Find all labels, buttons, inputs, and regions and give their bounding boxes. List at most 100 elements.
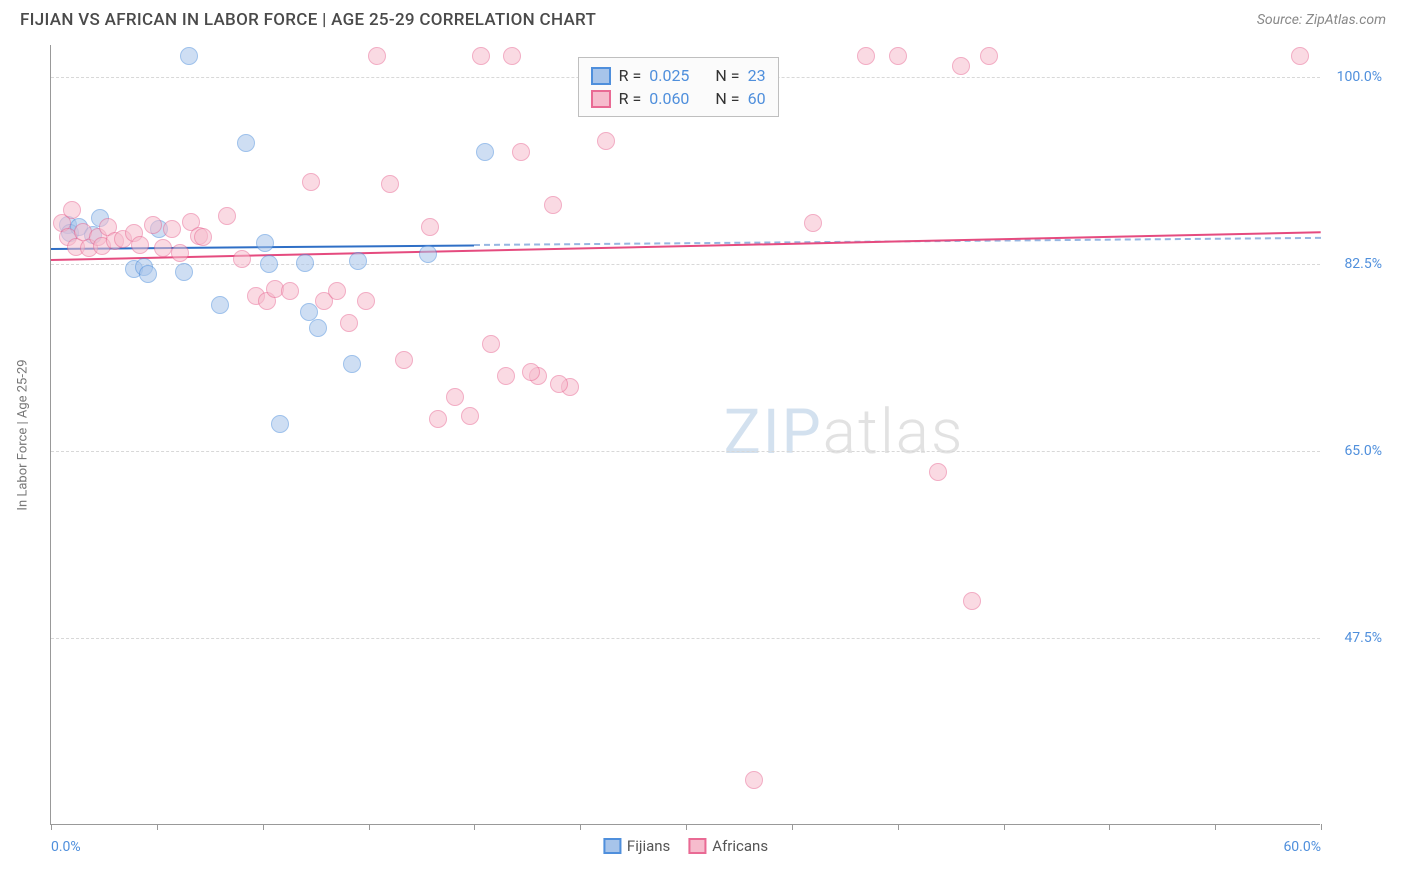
data-point <box>952 57 970 75</box>
series-legend: Fijians Africans <box>603 837 768 855</box>
x-tick <box>580 824 581 830</box>
data-point <box>260 255 278 273</box>
legend-r-value: 0.060 <box>649 89 689 108</box>
legend-r-label: R = <box>619 89 642 108</box>
data-point <box>233 250 251 268</box>
x-tick <box>792 824 793 830</box>
data-point <box>218 207 236 225</box>
data-point <box>745 771 763 789</box>
data-point <box>381 175 399 193</box>
data-point <box>889 47 907 65</box>
data-point <box>368 47 386 65</box>
data-point <box>804 214 822 232</box>
data-point <box>211 296 229 314</box>
data-point <box>281 282 299 300</box>
data-point <box>163 220 181 238</box>
data-point <box>980 47 998 65</box>
data-point <box>194 228 212 246</box>
data-point <box>340 314 358 332</box>
legend-swatch <box>591 90 611 108</box>
legend-swatch <box>603 838 621 854</box>
data-point <box>503 47 521 65</box>
y-tick-label: 65.0% <box>1344 443 1382 459</box>
legend-r-label: R = <box>619 66 642 85</box>
y-axis-label: In Labor Force | Age 25-29 <box>16 359 31 510</box>
data-point <box>256 234 274 252</box>
y-tick-label: 47.5% <box>1344 630 1382 646</box>
data-point <box>343 355 361 373</box>
data-point <box>963 592 981 610</box>
legend-swatch <box>688 838 706 854</box>
chart-container: In Labor Force | Age 25-29 ZIPatlas 47.5… <box>50 45 1386 825</box>
data-point <box>131 236 149 254</box>
grid-line <box>51 638 1320 639</box>
legend-swatch <box>591 67 611 85</box>
x-tick <box>369 824 370 830</box>
data-point <box>175 263 193 281</box>
data-point <box>429 410 447 428</box>
x-tick <box>1215 824 1216 830</box>
y-tick-label: 100.0% <box>1337 69 1382 85</box>
x-tick <box>51 824 52 830</box>
data-point <box>497 367 515 385</box>
x-tick <box>263 824 264 830</box>
data-point <box>482 335 500 353</box>
data-point <box>309 319 327 337</box>
source-label: Source: ZipAtlas.com <box>1257 12 1386 28</box>
data-point <box>476 143 494 161</box>
data-point <box>1291 47 1309 65</box>
legend-item: Africans <box>688 837 768 855</box>
legend-r-value: 0.025 <box>649 66 689 85</box>
data-point <box>544 196 562 214</box>
x-tick <box>898 824 899 830</box>
x-tick <box>1321 824 1322 830</box>
data-point <box>461 407 479 425</box>
legend-n-value: 60 <box>748 89 766 108</box>
data-point <box>63 201 81 219</box>
legend-label: Africans <box>712 837 768 855</box>
data-point <box>349 252 367 270</box>
data-point <box>154 239 172 257</box>
legend-n-label: N = <box>715 89 739 108</box>
y-tick-label: 82.5% <box>1344 256 1382 272</box>
chart-title: FIJIAN VS AFRICAN IN LABOR FORCE | AGE 2… <box>20 10 596 30</box>
data-point <box>237 134 255 152</box>
data-point <box>522 363 540 381</box>
data-point <box>512 143 530 161</box>
data-point <box>171 244 189 262</box>
legend-row: R = 0.060 N = 60 <box>591 87 766 110</box>
data-point <box>550 375 568 393</box>
data-point <box>357 292 375 310</box>
plot-area: In Labor Force | Age 25-29 ZIPatlas 47.5… <box>50 45 1320 825</box>
legend-n-value: 23 <box>748 66 766 85</box>
x-tick <box>474 824 475 830</box>
x-tick-label: 0.0% <box>51 839 81 855</box>
data-point <box>296 254 314 272</box>
data-point <box>180 47 198 65</box>
data-point <box>857 47 875 65</box>
data-point <box>446 388 464 406</box>
x-tick <box>1109 824 1110 830</box>
x-tick <box>1004 824 1005 830</box>
x-tick-label: 60.0% <box>1283 839 1321 855</box>
correlation-legend: R = 0.025 N = 23 R = 0.060 N = 60 <box>578 57 779 117</box>
data-point <box>419 245 437 263</box>
legend-n-label: N = <box>715 66 739 85</box>
data-point <box>395 351 413 369</box>
data-point <box>472 47 490 65</box>
x-tick <box>157 824 158 830</box>
watermark: ZIPatlas <box>724 396 965 469</box>
data-point <box>597 132 615 150</box>
data-point <box>302 173 320 191</box>
grid-line <box>51 451 1320 452</box>
data-point <box>929 463 947 481</box>
data-point <box>144 216 162 234</box>
data-point <box>421 218 439 236</box>
legend-row: R = 0.025 N = 23 <box>591 64 766 87</box>
data-point <box>139 265 157 283</box>
x-tick <box>686 824 687 830</box>
legend-label: Fijians <box>627 837 670 855</box>
legend-item: Fijians <box>603 837 670 855</box>
data-point <box>271 415 289 433</box>
data-point <box>328 282 346 300</box>
